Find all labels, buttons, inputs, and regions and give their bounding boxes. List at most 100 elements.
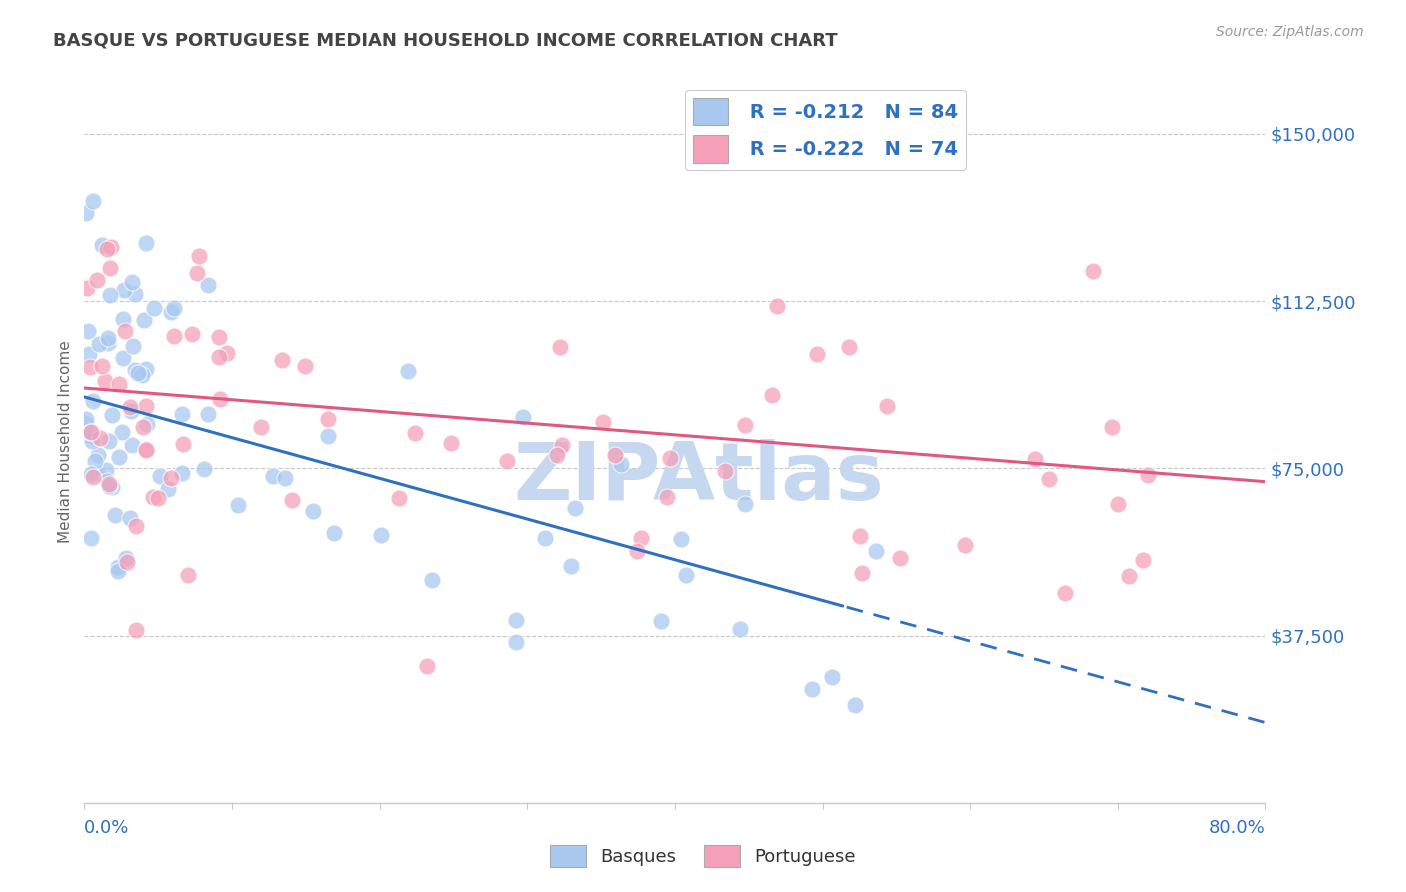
Point <box>626 543 648 558</box>
Point <box>415 659 437 673</box>
Point <box>163 301 186 316</box>
Point <box>197 407 219 421</box>
Point <box>316 429 339 443</box>
Point <box>550 340 572 354</box>
Point <box>114 325 136 339</box>
Point <box>281 493 304 508</box>
Point <box>714 464 737 478</box>
Point <box>87 448 110 462</box>
Point <box>107 564 129 578</box>
Point <box>766 299 789 313</box>
Point <box>97 331 120 345</box>
Point <box>101 408 124 422</box>
Point <box>180 326 202 341</box>
Point <box>1132 553 1154 567</box>
Point <box>121 438 143 452</box>
Point <box>131 420 153 434</box>
Point <box>274 471 297 485</box>
Point <box>90 238 112 252</box>
Point <box>108 450 131 464</box>
Point <box>658 450 681 465</box>
Point <box>121 339 143 353</box>
Point <box>131 368 153 382</box>
Point <box>121 275 143 289</box>
Point <box>76 281 98 295</box>
Point <box>118 510 141 524</box>
Point <box>650 614 672 628</box>
Point <box>208 351 231 365</box>
Point <box>262 469 284 483</box>
Legend:  R = -0.212   N = 84,  R = -0.222   N = 74: R = -0.212 N = 84, R = -0.222 N = 74 <box>685 90 966 170</box>
Point <box>163 329 186 343</box>
Point <box>876 399 898 413</box>
Point <box>135 235 157 250</box>
Point <box>108 377 131 392</box>
Point <box>1024 452 1046 467</box>
Point <box>730 622 752 636</box>
Point <box>80 467 103 481</box>
Point <box>422 573 444 587</box>
Point <box>675 567 697 582</box>
Point <box>98 287 121 301</box>
Point <box>564 501 586 516</box>
Point <box>94 463 117 477</box>
Point <box>98 261 121 276</box>
Point <box>80 532 103 546</box>
Point <box>630 532 652 546</box>
Point <box>98 479 121 493</box>
Point <box>97 335 120 350</box>
Point <box>889 550 911 565</box>
Point <box>86 273 108 287</box>
Point <box>101 480 124 494</box>
Point <box>94 374 117 388</box>
Point <box>197 278 219 293</box>
Point <box>844 698 866 712</box>
Point <box>603 449 626 463</box>
Point <box>186 266 208 280</box>
Point <box>120 404 142 418</box>
Point <box>610 457 633 471</box>
Point <box>495 454 517 468</box>
Point <box>112 283 135 297</box>
Point <box>215 346 238 360</box>
Point <box>82 194 104 208</box>
Point <box>75 206 97 220</box>
Point <box>1118 569 1140 583</box>
Point <box>77 325 100 339</box>
Point <box>801 681 824 696</box>
Point <box>172 437 194 451</box>
Point <box>82 393 104 408</box>
Point <box>143 301 166 316</box>
Point <box>534 531 557 545</box>
Point <box>226 498 249 512</box>
Point <box>388 491 411 506</box>
Point <box>79 425 101 439</box>
Point <box>849 529 872 543</box>
Point <box>953 538 976 552</box>
Point <box>505 635 527 649</box>
Point <box>1083 264 1105 278</box>
Point <box>560 559 582 574</box>
Point <box>806 347 828 361</box>
Point <box>82 469 104 483</box>
Point <box>1107 497 1129 511</box>
Point <box>550 438 572 452</box>
Point <box>370 528 392 542</box>
Point <box>86 467 108 481</box>
Point <box>170 467 193 481</box>
Point <box>592 415 614 429</box>
Point <box>84 453 107 467</box>
Point <box>440 436 463 450</box>
Point <box>655 490 678 504</box>
Point <box>96 474 118 488</box>
Point <box>120 400 142 414</box>
Point <box>838 340 860 354</box>
Point <box>271 352 294 367</box>
Point <box>188 249 211 263</box>
Point <box>75 417 97 432</box>
Point <box>80 434 103 448</box>
Point <box>115 551 138 566</box>
Point <box>79 359 101 374</box>
Point <box>112 351 135 366</box>
Text: 0.0%: 0.0% <box>84 820 129 838</box>
